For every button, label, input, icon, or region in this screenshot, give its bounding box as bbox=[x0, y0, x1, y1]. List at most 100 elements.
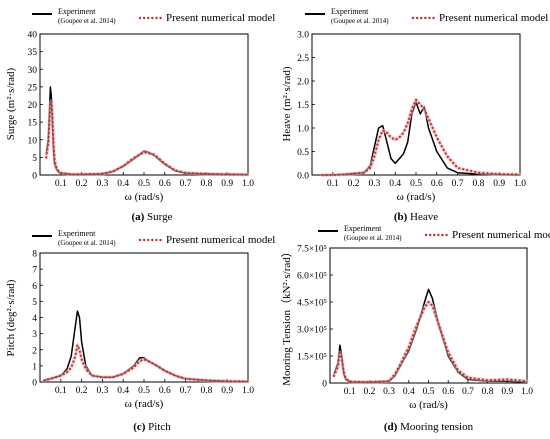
caption-text: Heave bbox=[407, 211, 438, 223]
y-tick-label: 15 bbox=[28, 119, 38, 129]
y-tick-label: 4.5×10⁵ bbox=[297, 299, 327, 309]
data-point-model bbox=[386, 132, 387, 133]
data-point-model bbox=[185, 172, 186, 173]
data-point-model bbox=[46, 157, 47, 158]
y-tick-label: 7 bbox=[32, 266, 37, 276]
y-tick-label: 6.0×10⁵ bbox=[297, 272, 327, 282]
caption-letter: (b) bbox=[394, 211, 408, 223]
data-point-model bbox=[123, 166, 124, 167]
data-point-model bbox=[332, 174, 333, 175]
chart-legend: Experiment(Goupee et al. 2014) Present nu… bbox=[32, 229, 275, 247]
x-tick-label: 0.2 bbox=[76, 179, 88, 189]
data-point-model bbox=[519, 174, 520, 175]
data-point-experiment bbox=[81, 341, 82, 342]
data-point-experiment bbox=[75, 325, 76, 326]
x-tick-label: 0.6 bbox=[431, 179, 443, 189]
data-point-model bbox=[403, 132, 404, 133]
y-axis-label: Pitch (deg²·s/rad) bbox=[5, 279, 17, 356]
x-tick-label: 0.7 bbox=[180, 179, 192, 189]
x-tick-label: 0.8 bbox=[472, 179, 484, 189]
data-point-model bbox=[44, 380, 45, 381]
data-point-model bbox=[50, 104, 51, 105]
series-line-experiment bbox=[45, 86, 249, 176]
data-point-experiment bbox=[395, 163, 396, 164]
x-tick-label: 0.2 bbox=[76, 386, 88, 396]
data-point-model bbox=[432, 305, 433, 306]
data-point-model bbox=[247, 381, 248, 382]
series-line-experiment bbox=[322, 101, 521, 176]
data-point-model bbox=[337, 366, 338, 367]
legend-label-experiment: Experiment bbox=[331, 7, 369, 16]
data-point-model bbox=[428, 301, 429, 302]
y-tick-label: 40 bbox=[28, 31, 38, 41]
x-tick-label: 0.3 bbox=[383, 387, 395, 397]
x-tick-label: 0.3 bbox=[368, 179, 380, 189]
data-point-model bbox=[206, 173, 207, 174]
series-halo-model bbox=[44, 99, 250, 177]
data-point-model bbox=[60, 375, 61, 376]
chart-legend: Experiment(Goupee et al. 2014) Present nu… bbox=[318, 224, 550, 242]
y-tick-label: 1.5×10⁵ bbox=[297, 353, 327, 363]
data-point-model bbox=[349, 381, 350, 382]
x-axis-label: ω (rad/s) bbox=[409, 399, 448, 411]
data-point-model bbox=[133, 157, 134, 158]
y-tick-label: 25 bbox=[28, 83, 38, 93]
data-point-model bbox=[164, 370, 165, 371]
x-tick-label: 1.0 bbox=[242, 386, 254, 396]
data-point-model bbox=[102, 377, 103, 378]
x-tick-label: 0.3 bbox=[96, 179, 108, 189]
data-point-experiment bbox=[374, 146, 375, 147]
data-point-model bbox=[428, 118, 429, 119]
data-point-model bbox=[389, 381, 390, 382]
y-tick-label: 5 bbox=[32, 154, 37, 164]
x-tick-label: 0.1 bbox=[344, 387, 356, 397]
data-point-model bbox=[478, 172, 479, 173]
y-tick-label: 10 bbox=[28, 136, 38, 146]
legend-label-model: Present numerical model bbox=[166, 12, 275, 24]
data-point-model bbox=[60, 172, 61, 173]
y-tick-label: 1.0 bbox=[297, 125, 309, 135]
series-line-model bbox=[332, 300, 529, 384]
x-tick-label: 0.7 bbox=[452, 179, 464, 189]
data-point-model bbox=[79, 349, 80, 350]
data-point-experiment bbox=[139, 357, 140, 358]
data-point-model bbox=[81, 359, 82, 360]
data-point-model bbox=[139, 360, 140, 361]
data-point-model bbox=[66, 372, 67, 373]
data-point-model bbox=[247, 174, 248, 175]
x-tick-label: 0.4 bbox=[117, 179, 129, 189]
y-tick-label: 35 bbox=[28, 48, 38, 58]
x-tick-label: 0.4 bbox=[117, 386, 129, 396]
y-tick-label: 0.5 bbox=[297, 148, 309, 158]
data-point-model bbox=[143, 151, 144, 152]
caption-letter: (d) bbox=[384, 421, 398, 433]
data-point-model bbox=[424, 109, 425, 110]
data-point-model bbox=[395, 139, 396, 140]
data-point-model bbox=[415, 99, 416, 100]
data-point-model bbox=[408, 346, 409, 347]
chart-panel-3: 0.1 0.2 0.3 0.4 0.5 0.6 0.7 0.8 0.9 1.0 0 1.5×10⁵ 3.… bbox=[280, 224, 550, 433]
x-tick-label: 0.4 bbox=[389, 179, 401, 189]
data-point-experiment bbox=[447, 167, 448, 168]
y-tick-label: 7.5×10⁵ bbox=[297, 245, 327, 255]
data-point-model bbox=[507, 379, 508, 380]
y-axis-label: Surge (m²·s/rad) bbox=[5, 67, 17, 140]
plot-frame bbox=[329, 247, 528, 384]
subfigure-caption: (d) Mooring tension bbox=[384, 421, 474, 433]
data-point-model bbox=[374, 156, 375, 157]
data-point-experiment bbox=[77, 310, 78, 311]
y-tick-label: 8 bbox=[32, 250, 37, 260]
data-point-model bbox=[487, 380, 488, 381]
x-tick-label: 0.2 bbox=[348, 179, 360, 189]
data-point-model bbox=[50, 378, 51, 379]
data-point-model bbox=[91, 375, 92, 376]
data-point-model bbox=[394, 373, 395, 374]
x-axis-label: ω (rad/s) bbox=[397, 191, 436, 203]
caption-text: Pitch bbox=[145, 421, 171, 433]
x-tick-label: 0.2 bbox=[363, 387, 375, 397]
x-tick-label: 0.7 bbox=[462, 387, 474, 397]
y-tick-label: 3 bbox=[32, 330, 37, 340]
data-point-model bbox=[143, 359, 144, 360]
data-point-model bbox=[133, 367, 134, 368]
data-point-model bbox=[353, 173, 354, 174]
